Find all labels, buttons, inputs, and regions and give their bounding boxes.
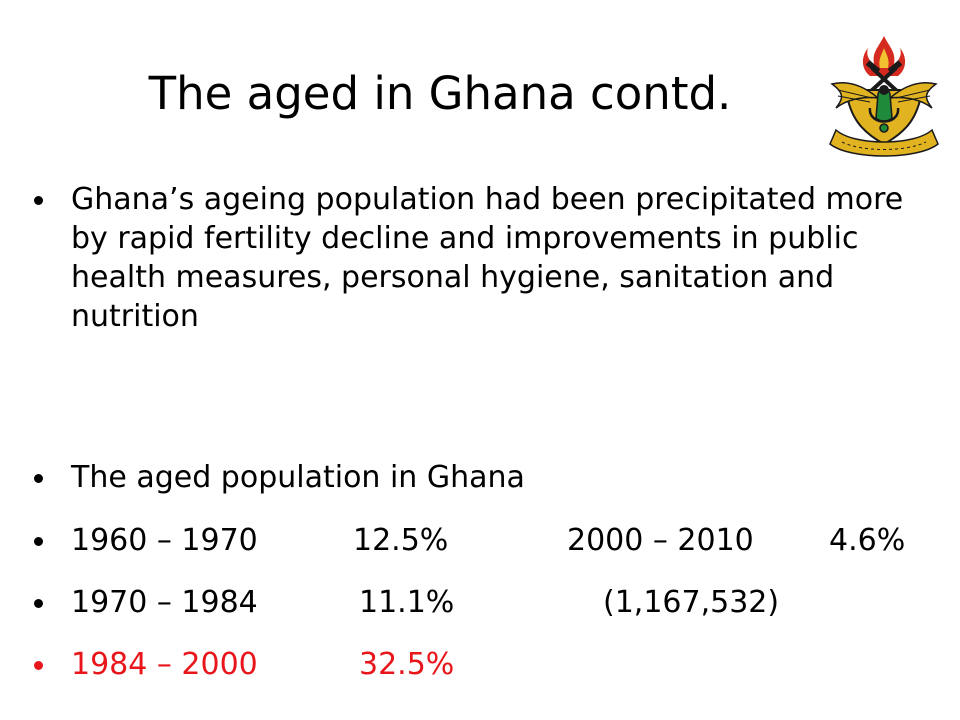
- percentage: 12.5%: [353, 523, 449, 558]
- bullet-text: The aged population in Ghana: [71, 460, 525, 495]
- period: 1984 – 2000: [71, 647, 258, 682]
- slide-title: The aged in Ghana contd.: [148, 67, 732, 120]
- percentage: 11.1%: [359, 585, 455, 620]
- percentage: 4.6%: [829, 523, 906, 558]
- period: 2000 – 2010: [567, 523, 754, 558]
- percentage: 32.5%: [359, 647, 455, 682]
- period: 1970 – 1984: [71, 585, 258, 620]
- bullet-dot: [34, 196, 43, 205]
- bullet-dot: [34, 537, 43, 546]
- population-count: (1,167,532): [603, 585, 780, 620]
- bullet-text: Ghana’s ageing population had been preci…: [71, 182, 904, 334]
- university-crest-icon: [829, 36, 939, 157]
- bullet-dot: [34, 661, 43, 670]
- bullet-dot: [34, 474, 43, 483]
- period: 1960 – 1970: [71, 523, 258, 558]
- bullet-dot: [34, 599, 43, 608]
